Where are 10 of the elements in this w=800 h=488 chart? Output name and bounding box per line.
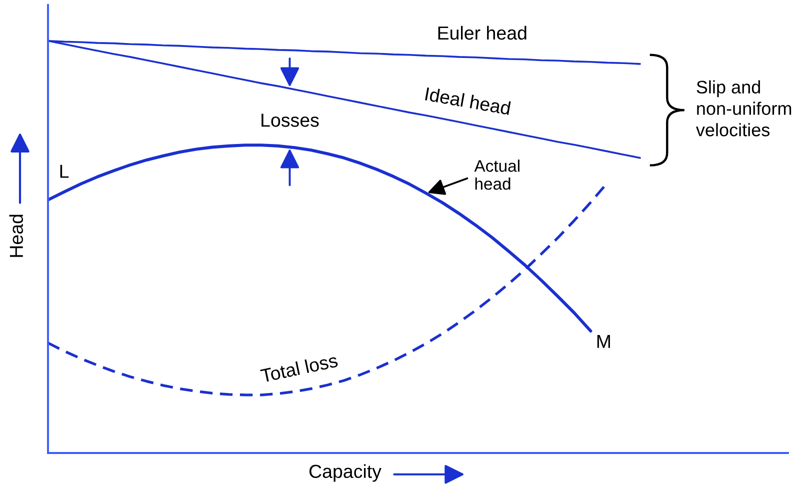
annotation: L [60, 164, 69, 178]
text: Total loss [260, 353, 338, 383]
series-label: Euler head [438, 26, 526, 40]
series-label: Actual head [474, 160, 520, 190]
annotation: Losses [262, 114, 319, 127]
y-axis-title: Head [9, 214, 24, 257]
annotation: Slip and non-uniform velocities [696, 80, 792, 136]
text: Ideal head [425, 86, 511, 116]
annotation: M [597, 334, 610, 348]
x-axis-title: Capacity [309, 464, 382, 482]
